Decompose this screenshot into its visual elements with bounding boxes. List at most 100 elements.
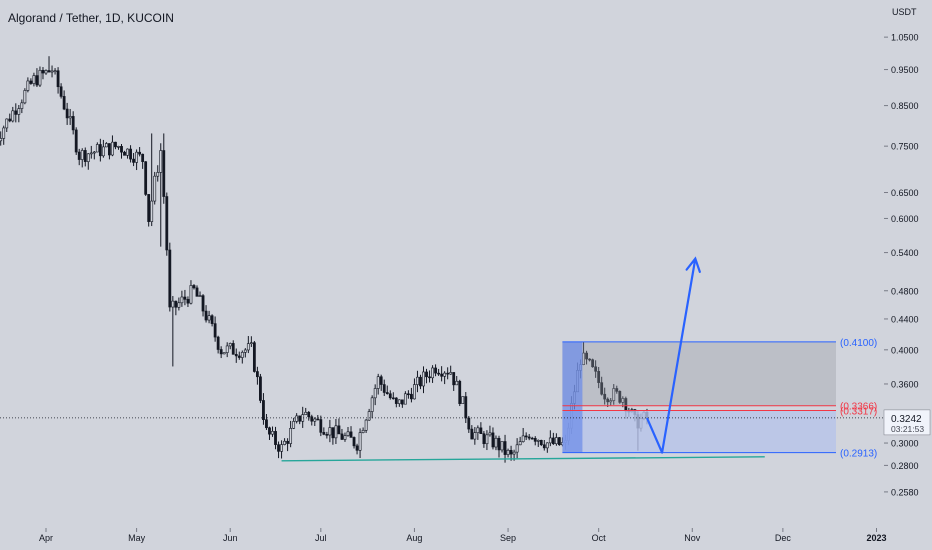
candle-body (62, 96, 66, 110)
candle-body (26, 80, 30, 91)
candle-body (591, 359, 595, 368)
candle-body (192, 285, 196, 289)
candle-body (132, 158, 135, 163)
y-tick-label: 0.9500 (891, 65, 919, 75)
projection-arrow[interactable] (645, 258, 697, 454)
x-tick-label: May (128, 533, 146, 543)
candle-body (582, 352, 585, 365)
candle-body (452, 372, 456, 386)
candle-body (144, 161, 148, 195)
candle-body (89, 152, 93, 155)
candle-body (249, 342, 253, 344)
drawing-group[interactable] (0, 256, 884, 462)
candle-body (446, 372, 450, 375)
candle-body (259, 376, 262, 401)
candle-body (388, 393, 392, 399)
y-tick-label: 0.6500 (891, 188, 919, 198)
candle-body (542, 444, 546, 449)
candle-body (352, 437, 356, 447)
candle-body (428, 376, 431, 379)
candle-body (406, 393, 410, 396)
candle-body (419, 376, 422, 387)
candle-body (150, 200, 154, 222)
candle-body (612, 388, 616, 401)
x-tick-label: Jun (223, 533, 238, 543)
range-box-lower[interactable] (562, 410, 836, 453)
candle-body (189, 285, 193, 304)
candle-body (449, 372, 453, 375)
candle-body (600, 382, 604, 395)
candle-body (319, 419, 323, 433)
candle-body (615, 388, 619, 392)
candle-body (68, 116, 72, 119)
candle-body (548, 437, 552, 444)
candle-body (77, 151, 81, 160)
candle-body (231, 343, 235, 355)
candle-body (585, 352, 588, 360)
candle-body (108, 143, 111, 156)
candle-body (207, 315, 211, 321)
candle-body (222, 352, 226, 355)
candle-body (20, 102, 24, 109)
candle-body (114, 141, 117, 148)
candle-body (304, 411, 308, 415)
x-tick-label: Dec (775, 533, 792, 543)
candle-body (461, 396, 465, 404)
candle-body (533, 438, 537, 442)
candle-body (500, 441, 504, 451)
candle-body (307, 411, 311, 418)
candle-body (488, 432, 492, 436)
candle-body (201, 295, 205, 312)
candle-body (92, 151, 96, 154)
candle-body (237, 355, 241, 358)
candle-body (135, 151, 139, 163)
candle-group (0, 56, 649, 463)
range-price-label: (0.3366) (840, 402, 877, 413)
candle-body (0, 138, 3, 142)
candle-body (621, 398, 625, 403)
candle-body (364, 419, 368, 431)
candle-body (597, 371, 601, 383)
candle-body (479, 427, 483, 434)
y-tick-label: 0.6000 (891, 214, 919, 224)
candle-body (524, 435, 528, 438)
y-tick-label: 0.4400 (891, 314, 919, 324)
candle-body (503, 441, 507, 455)
candle-body (277, 444, 280, 452)
support-trendline[interactable] (281, 456, 765, 462)
y-tick-label: 0.8500 (891, 101, 919, 111)
candle-body (603, 393, 607, 400)
candle-body (126, 148, 129, 156)
candle-body (606, 398, 610, 403)
candle-body (286, 440, 290, 444)
candle-body (183, 296, 187, 300)
candle-body (313, 418, 317, 422)
candle-body (482, 433, 486, 445)
price-tags: (0.4100) (0.3366)(0.3317) (0.2913) 0.324203… (840, 338, 931, 460)
candle-body (322, 432, 326, 435)
x-tick-label: 2023 (866, 533, 886, 543)
candle-body (65, 108, 69, 119)
arrow-head (685, 256, 701, 273)
range-box-upper[interactable] (562, 341, 836, 406)
candle-body (289, 428, 293, 444)
candle-body (50, 70, 54, 73)
candle-body (71, 116, 75, 131)
range-price-label: (0.3317) (840, 406, 877, 417)
candle-body (467, 417, 471, 430)
candle-body (274, 431, 277, 445)
x-tick-label: Oct (592, 533, 607, 543)
candle-body (234, 354, 238, 357)
candle-body (153, 175, 157, 202)
y-tick-label: 0.4800 (891, 286, 919, 296)
x-tick-label: Nov (684, 533, 701, 543)
y-tick-label: 0.4000 (891, 345, 919, 355)
candle-body (11, 110, 15, 122)
candle-body (210, 315, 214, 324)
candle-body (29, 80, 33, 84)
time-axis[interactable]: Apr May Jun Jul Aug Sep Oct Nov Dec 2023 (39, 528, 887, 543)
candle-body (458, 380, 462, 404)
candle-body (437, 372, 441, 375)
